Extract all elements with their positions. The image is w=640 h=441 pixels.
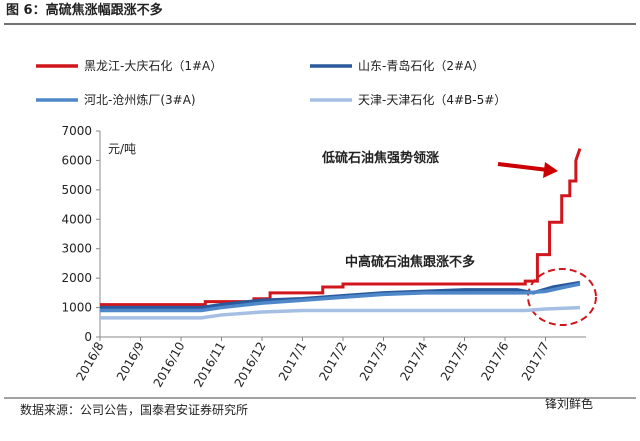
- y-tick-label: 0: [84, 330, 92, 344]
- source: 数据来源：公司公告，国泰君安证券研究所: [20, 402, 248, 417]
- chart-title: 图 6：高硫焦涨幅跟涨不多: [6, 2, 163, 18]
- x-tick-label: 2016/8: [73, 340, 106, 384]
- y-tick-label: 1000: [61, 301, 92, 315]
- annotation: 中高硫石油焦跟涨不多: [345, 254, 475, 270]
- arrow: [497, 162, 549, 172]
- x-tick-label: 2017/6: [478, 340, 511, 384]
- y-tick-label: 4000: [61, 212, 92, 226]
- legend-label: 河北-沧州炼厂(3#A): [84, 92, 196, 107]
- y-tick-label: 3000: [61, 242, 92, 256]
- y-tick-label: 2000: [61, 271, 92, 285]
- y-tick-label: 6000: [61, 153, 92, 167]
- x-tick-label: 2016/9: [114, 340, 147, 384]
- y-tick-label: 5000: [61, 183, 92, 197]
- x-tick-label: 2017/3: [357, 340, 390, 384]
- series-line: [100, 282, 581, 313]
- arrow-head: [543, 162, 558, 178]
- x-tick-label: 2017/5: [438, 340, 471, 384]
- x-tick-label: 2016/10: [151, 340, 188, 390]
- x-tick-label: 2017/7: [519, 340, 552, 384]
- legend-label: 天津-天津石化（4#B-5#）: [358, 93, 506, 107]
- highlight-ellipse: [527, 268, 597, 326]
- annotation: 低硫石油焦强势领涨: [321, 150, 439, 166]
- x-tick-label: 2016/12: [232, 340, 269, 390]
- x-tick-label: 2017/1: [276, 340, 309, 384]
- y-axis-label: 元/吨: [108, 142, 136, 156]
- x-tick-label: 2017/2: [316, 340, 349, 384]
- legend-label: 山东-青岛石化（2#A）: [358, 58, 484, 73]
- series-line: [100, 148, 582, 307]
- series-line: [100, 305, 580, 320]
- y-tick-label: 7000: [61, 124, 92, 138]
- watermark: 锋刘鲜色: [545, 397, 593, 411]
- x-tick-label: 2016/11: [191, 340, 228, 390]
- legend-label: 黑龙江-大庆石化（1#A）: [84, 59, 222, 73]
- x-tick-label: 2017/4: [397, 340, 430, 384]
